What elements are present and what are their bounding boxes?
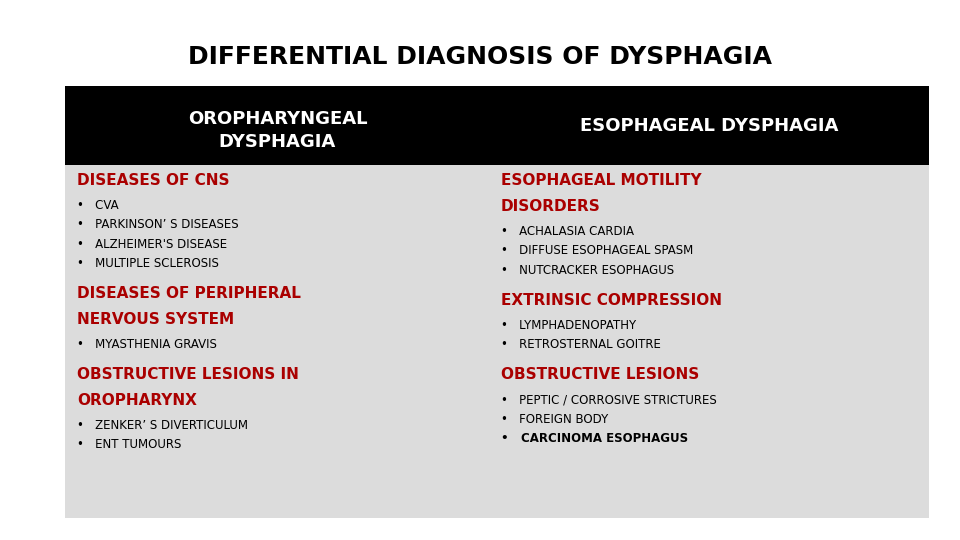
Text: DIFFERENTIAL DIAGNOSIS OF DYSPHAGIA: DIFFERENTIAL DIAGNOSIS OF DYSPHAGIA: [188, 45, 772, 69]
Text: DISORDERS: DISORDERS: [501, 199, 601, 214]
Text: OBSTRUCTIVE LESIONS: OBSTRUCTIVE LESIONS: [501, 367, 700, 382]
FancyBboxPatch shape: [65, 165, 490, 518]
Text: DISEASES OF PERIPHERAL: DISEASES OF PERIPHERAL: [77, 286, 300, 301]
Text: OROPHARYNGEAL: OROPHARYNGEAL: [188, 110, 367, 128]
Text: •   ZENKER’ S DIVERTICULUM: • ZENKER’ S DIVERTICULUM: [77, 419, 248, 432]
Text: •   PARKINSON’ S DISEASES: • PARKINSON’ S DISEASES: [77, 218, 238, 231]
Text: EXTRINSIC COMPRESSION: EXTRINSIC COMPRESSION: [501, 293, 722, 308]
Text: •   MYASTHENIA GRAVIS: • MYASTHENIA GRAVIS: [77, 338, 217, 351]
Text: •   CARCINOMA ESOPHAGUS: • CARCINOMA ESOPHAGUS: [501, 432, 688, 445]
FancyBboxPatch shape: [490, 165, 929, 518]
Text: OROPHARYNX: OROPHARYNX: [77, 393, 197, 408]
Text: •   CVA: • CVA: [77, 199, 118, 212]
Text: •   DIFFUSE ESOPHAGEAL SPASM: • DIFFUSE ESOPHAGEAL SPASM: [501, 244, 693, 257]
FancyBboxPatch shape: [490, 86, 929, 165]
FancyBboxPatch shape: [65, 86, 490, 165]
Text: •   LYMPHADENOPATHY: • LYMPHADENOPATHY: [501, 319, 636, 332]
Text: •   NUTCRACKER ESOPHAGUS: • NUTCRACKER ESOPHAGUS: [501, 264, 674, 276]
Text: •   FOREIGN BODY: • FOREIGN BODY: [501, 413, 609, 426]
Text: •   ENT TUMOURS: • ENT TUMOURS: [77, 438, 181, 451]
Text: NERVOUS SYSTEM: NERVOUS SYSTEM: [77, 312, 234, 327]
Text: DISEASES OF CNS: DISEASES OF CNS: [77, 173, 229, 188]
Text: DYSPHAGIA: DYSPHAGIA: [219, 133, 336, 151]
Text: OBSTRUCTIVE LESIONS IN: OBSTRUCTIVE LESIONS IN: [77, 367, 299, 382]
Text: •   MULTIPLE SCLEROSIS: • MULTIPLE SCLEROSIS: [77, 257, 219, 270]
Text: •   RETROSTERNAL GOITRE: • RETROSTERNAL GOITRE: [501, 338, 661, 351]
Text: •   ACHALASIA CARDIA: • ACHALASIA CARDIA: [501, 225, 635, 238]
Text: •   ALZHEIMER'S DISEASE: • ALZHEIMER'S DISEASE: [77, 238, 227, 251]
Text: ESOPHAGEAL MOTILITY: ESOPHAGEAL MOTILITY: [501, 173, 702, 188]
Text: ESOPHAGEAL DYSPHAGIA: ESOPHAGEAL DYSPHAGIA: [580, 117, 839, 134]
Text: •   PEPTIC / CORROSIVE STRICTURES: • PEPTIC / CORROSIVE STRICTURES: [501, 393, 717, 406]
